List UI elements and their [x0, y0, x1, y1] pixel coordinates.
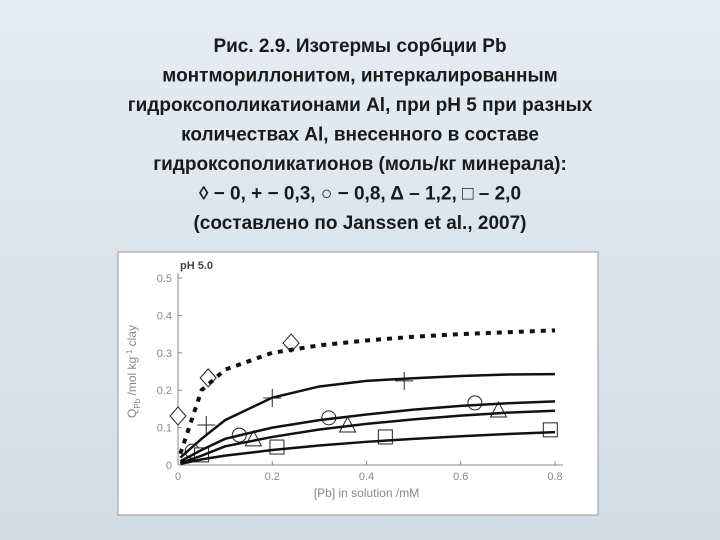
title-line: гидроксополикатионов (моль/кг минерала): — [153, 154, 567, 175]
y-tick-label: 0.3 — [157, 348, 172, 360]
y-axis-label: QPb /mol kg-1 clay — [125, 325, 142, 418]
fit-curve — [179, 409, 556, 465]
square-marker — [269, 439, 285, 455]
plus-marker — [197, 415, 216, 434]
title-line: гидроксополикатионами Al, при pH 5 при р… — [128, 95, 593, 116]
plus-marker — [395, 371, 414, 390]
y-axis-label-part: -1 — [125, 349, 134, 357]
y-axis-label-part: Q — [125, 409, 139, 418]
x-axis-label: [Pb] in solution /mM — [314, 486, 419, 500]
y-tick-label: 0.2 — [157, 385, 172, 397]
title-line: ◊ − 0, + − 0,3, ○ − 0,8, Δ – 1,2, □ – 2,… — [199, 184, 521, 205]
circle-marker — [467, 395, 483, 411]
diamond-marker — [282, 333, 300, 353]
title-line: количествах Al, внесенного в составе — [181, 125, 539, 146]
x-tick-label: 0.8 — [547, 471, 562, 483]
fit-curve — [179, 400, 556, 463]
y-tick-label: 0.5 — [157, 273, 172, 285]
fit-curve — [180, 430, 556, 466]
y-axis-label-part: Pb — [133, 398, 142, 408]
title-line: (составлено по Janssen et al., 2007) — [193, 213, 526, 234]
x-tick-label: 0.4 — [359, 471, 374, 483]
square-marker — [542, 422, 558, 438]
diamond-marker — [169, 406, 187, 426]
y-tick-label: 0 — [166, 460, 172, 472]
annotation: pH 5.0 — [180, 260, 213, 272]
x-tick-label: 0.6 — [453, 471, 468, 483]
y-tick-label: 0.1 — [157, 423, 172, 435]
y-axis-label-part: /mol kg — [125, 357, 139, 399]
title-line: монтмориллонитом, интеркалированным — [162, 66, 557, 87]
y-axis-label-part: clay — [125, 325, 139, 350]
y-tick-label: 0.4 — [157, 310, 172, 322]
title-line: Рис. 2.9. Изотермы сорбции Pb — [213, 36, 506, 57]
x-tick-label: 0 — [175, 471, 181, 483]
chart-frame — [117, 251, 599, 516]
fit-curve — [179, 372, 556, 459]
x-tick-label: 0.2 — [265, 471, 280, 483]
